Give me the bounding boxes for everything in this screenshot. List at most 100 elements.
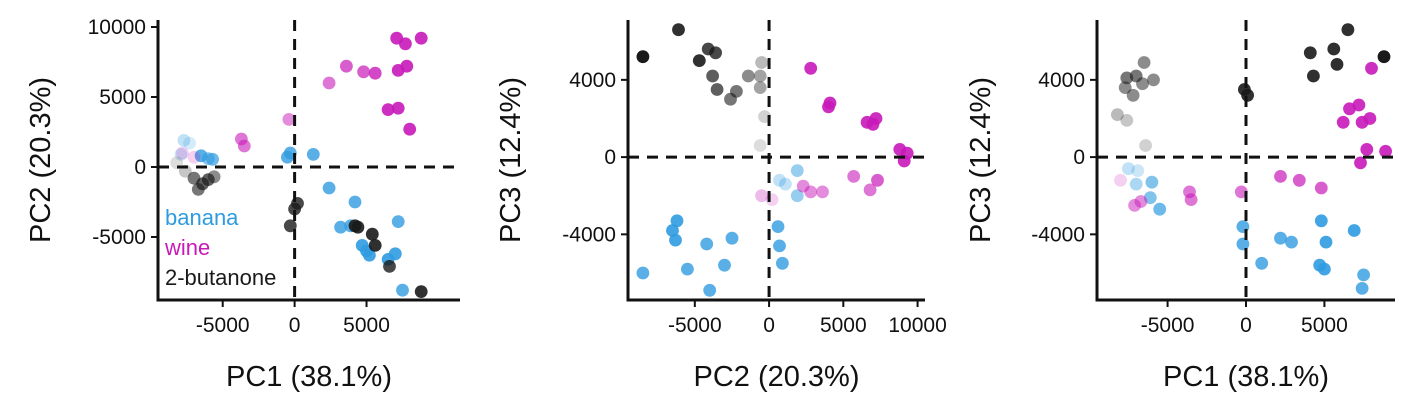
data-point-wine	[237, 139, 251, 153]
data-point-2-butanone	[291, 197, 304, 210]
panel-1: -5000 0 5000 -5000 0 5000 10000 PC1 (38.1%) PC2 …	[25, 16, 460, 393]
y-tick-label: 0	[134, 156, 146, 179]
data-point-wine	[871, 173, 884, 187]
data-point-wine	[1360, 143, 1374, 156]
data-point-wine	[816, 185, 829, 199]
data-point-banana	[183, 136, 197, 150]
series-banana	[174, 134, 409, 297]
data-point-wine	[804, 61, 818, 75]
x-axis-label: PC1 (38.1%)	[226, 361, 392, 393]
data-point-banana	[779, 177, 792, 191]
data-point-wine	[282, 113, 296, 126]
data-point-banana	[670, 214, 684, 228]
data-point-banana	[388, 247, 402, 261]
data-point-wine	[368, 66, 382, 80]
data-point-banana	[771, 220, 785, 234]
series-2-butanone	[636, 23, 771, 152]
data-point-2-butanone	[692, 54, 706, 67]
data-point-wine	[1354, 156, 1367, 170]
data-point-banana	[700, 237, 714, 251]
data-point-wine	[1365, 61, 1378, 75]
data-point-2-butanone	[1118, 81, 1132, 94]
data-point-banana	[322, 181, 336, 195]
x-tick-label: -5000	[1141, 314, 1195, 337]
data-point-banana	[1145, 175, 1159, 189]
data-point-2-butanone	[1126, 88, 1140, 102]
data-point-2-butanone	[1137, 56, 1151, 69]
data-point-2-butanone	[1136, 77, 1149, 91]
data-point-banana	[718, 258, 731, 272]
legend: banana wine 2-butanone	[164, 205, 276, 290]
data-point-wine	[1274, 170, 1287, 183]
data-point-banana	[790, 189, 804, 203]
data-point-wine	[1352, 98, 1366, 112]
data-point-wine	[1292, 173, 1306, 187]
series-banana	[636, 164, 804, 297]
x-tick-label: -5000	[196, 314, 250, 337]
y-tick-label: 0	[604, 146, 616, 169]
y-axis-label: PC3 (12.4%)	[965, 77, 997, 243]
data-point-2-butanone	[672, 23, 685, 37]
data-point-wine	[765, 193, 779, 207]
data-point-banana	[1355, 282, 1369, 295]
y-tick-label: 0	[1073, 146, 1085, 169]
data-point-wine	[847, 170, 861, 183]
data-point-2-butanone	[368, 239, 382, 252]
points-layer	[636, 23, 914, 297]
data-point-wine	[399, 37, 412, 51]
data-point-wine	[863, 183, 877, 197]
data-point-2-butanone	[753, 81, 767, 94]
data-point-banana	[363, 248, 376, 262]
data-point-banana	[773, 173, 786, 187]
data-point-2-butanone	[1307, 69, 1320, 83]
data-point-banana	[1274, 231, 1287, 245]
data-point-wine	[1114, 173, 1127, 187]
data-point-banana	[1319, 235, 1333, 249]
data-point-banana	[1318, 262, 1331, 276]
data-point-wine	[414, 31, 428, 45]
x-tick-label: 0	[1240, 314, 1252, 337]
y-tick-label: -5000	[92, 226, 146, 249]
data-point-2-butanone	[753, 139, 767, 152]
data-point-banana	[1122, 162, 1135, 176]
x-tick-label: 0	[289, 314, 301, 337]
data-point-banana	[776, 256, 789, 270]
data-point-2-butanone	[207, 170, 221, 184]
y-tick-label: 4000	[569, 69, 616, 92]
data-point-wine	[403, 122, 417, 136]
data-point-wine	[1134, 195, 1148, 208]
data-point-2-butanone	[1330, 58, 1344, 71]
panel-2: -5000 0 5000 10000 -4000 0 4000 PC2 (20.3%) PC3 …	[495, 20, 947, 393]
data-point-wine	[381, 103, 395, 116]
y-tick-label: 10000	[88, 16, 146, 39]
y-axis-label: PC3 (12.4%)	[495, 77, 527, 243]
data-point-banana	[666, 224, 679, 237]
data-point-banana	[1255, 256, 1269, 270]
x-axis-label: PC1 (38.1%)	[1163, 361, 1329, 393]
data-point-wine	[1336, 115, 1350, 129]
data-point-wine	[340, 59, 353, 73]
data-point-2-butanone	[1377, 50, 1391, 64]
data-point-wine	[804, 185, 818, 199]
x-tick-label: 10000	[888, 314, 946, 337]
data-point-banana	[391, 215, 405, 229]
x-tick-label: 5000	[1301, 314, 1348, 337]
x-tick-label: 5000	[343, 314, 390, 337]
data-point-banana	[669, 233, 682, 247]
legend-entry-2-butanone: 2-butanone	[165, 265, 276, 290]
data-point-2-butanone	[1111, 108, 1124, 121]
legend-entry-wine: wine	[164, 235, 210, 260]
data-point-2-butanone	[730, 85, 743, 98]
data-point-2-butanone	[1147, 73, 1160, 87]
data-point-banana	[1347, 224, 1361, 237]
data-point-banana	[1357, 268, 1370, 282]
y-tick-label: 5000	[99, 86, 146, 109]
data-point-banana	[1285, 235, 1298, 249]
legend-entry-banana: banana	[165, 205, 239, 230]
data-point-2-butanone	[1303, 46, 1317, 60]
data-point-wine	[1184, 193, 1198, 207]
data-point-2-butanone	[1241, 88, 1254, 102]
data-point-2-butanone	[1327, 42, 1341, 56]
data-point-wine	[1363, 112, 1377, 125]
data-point-wine	[1314, 181, 1328, 195]
